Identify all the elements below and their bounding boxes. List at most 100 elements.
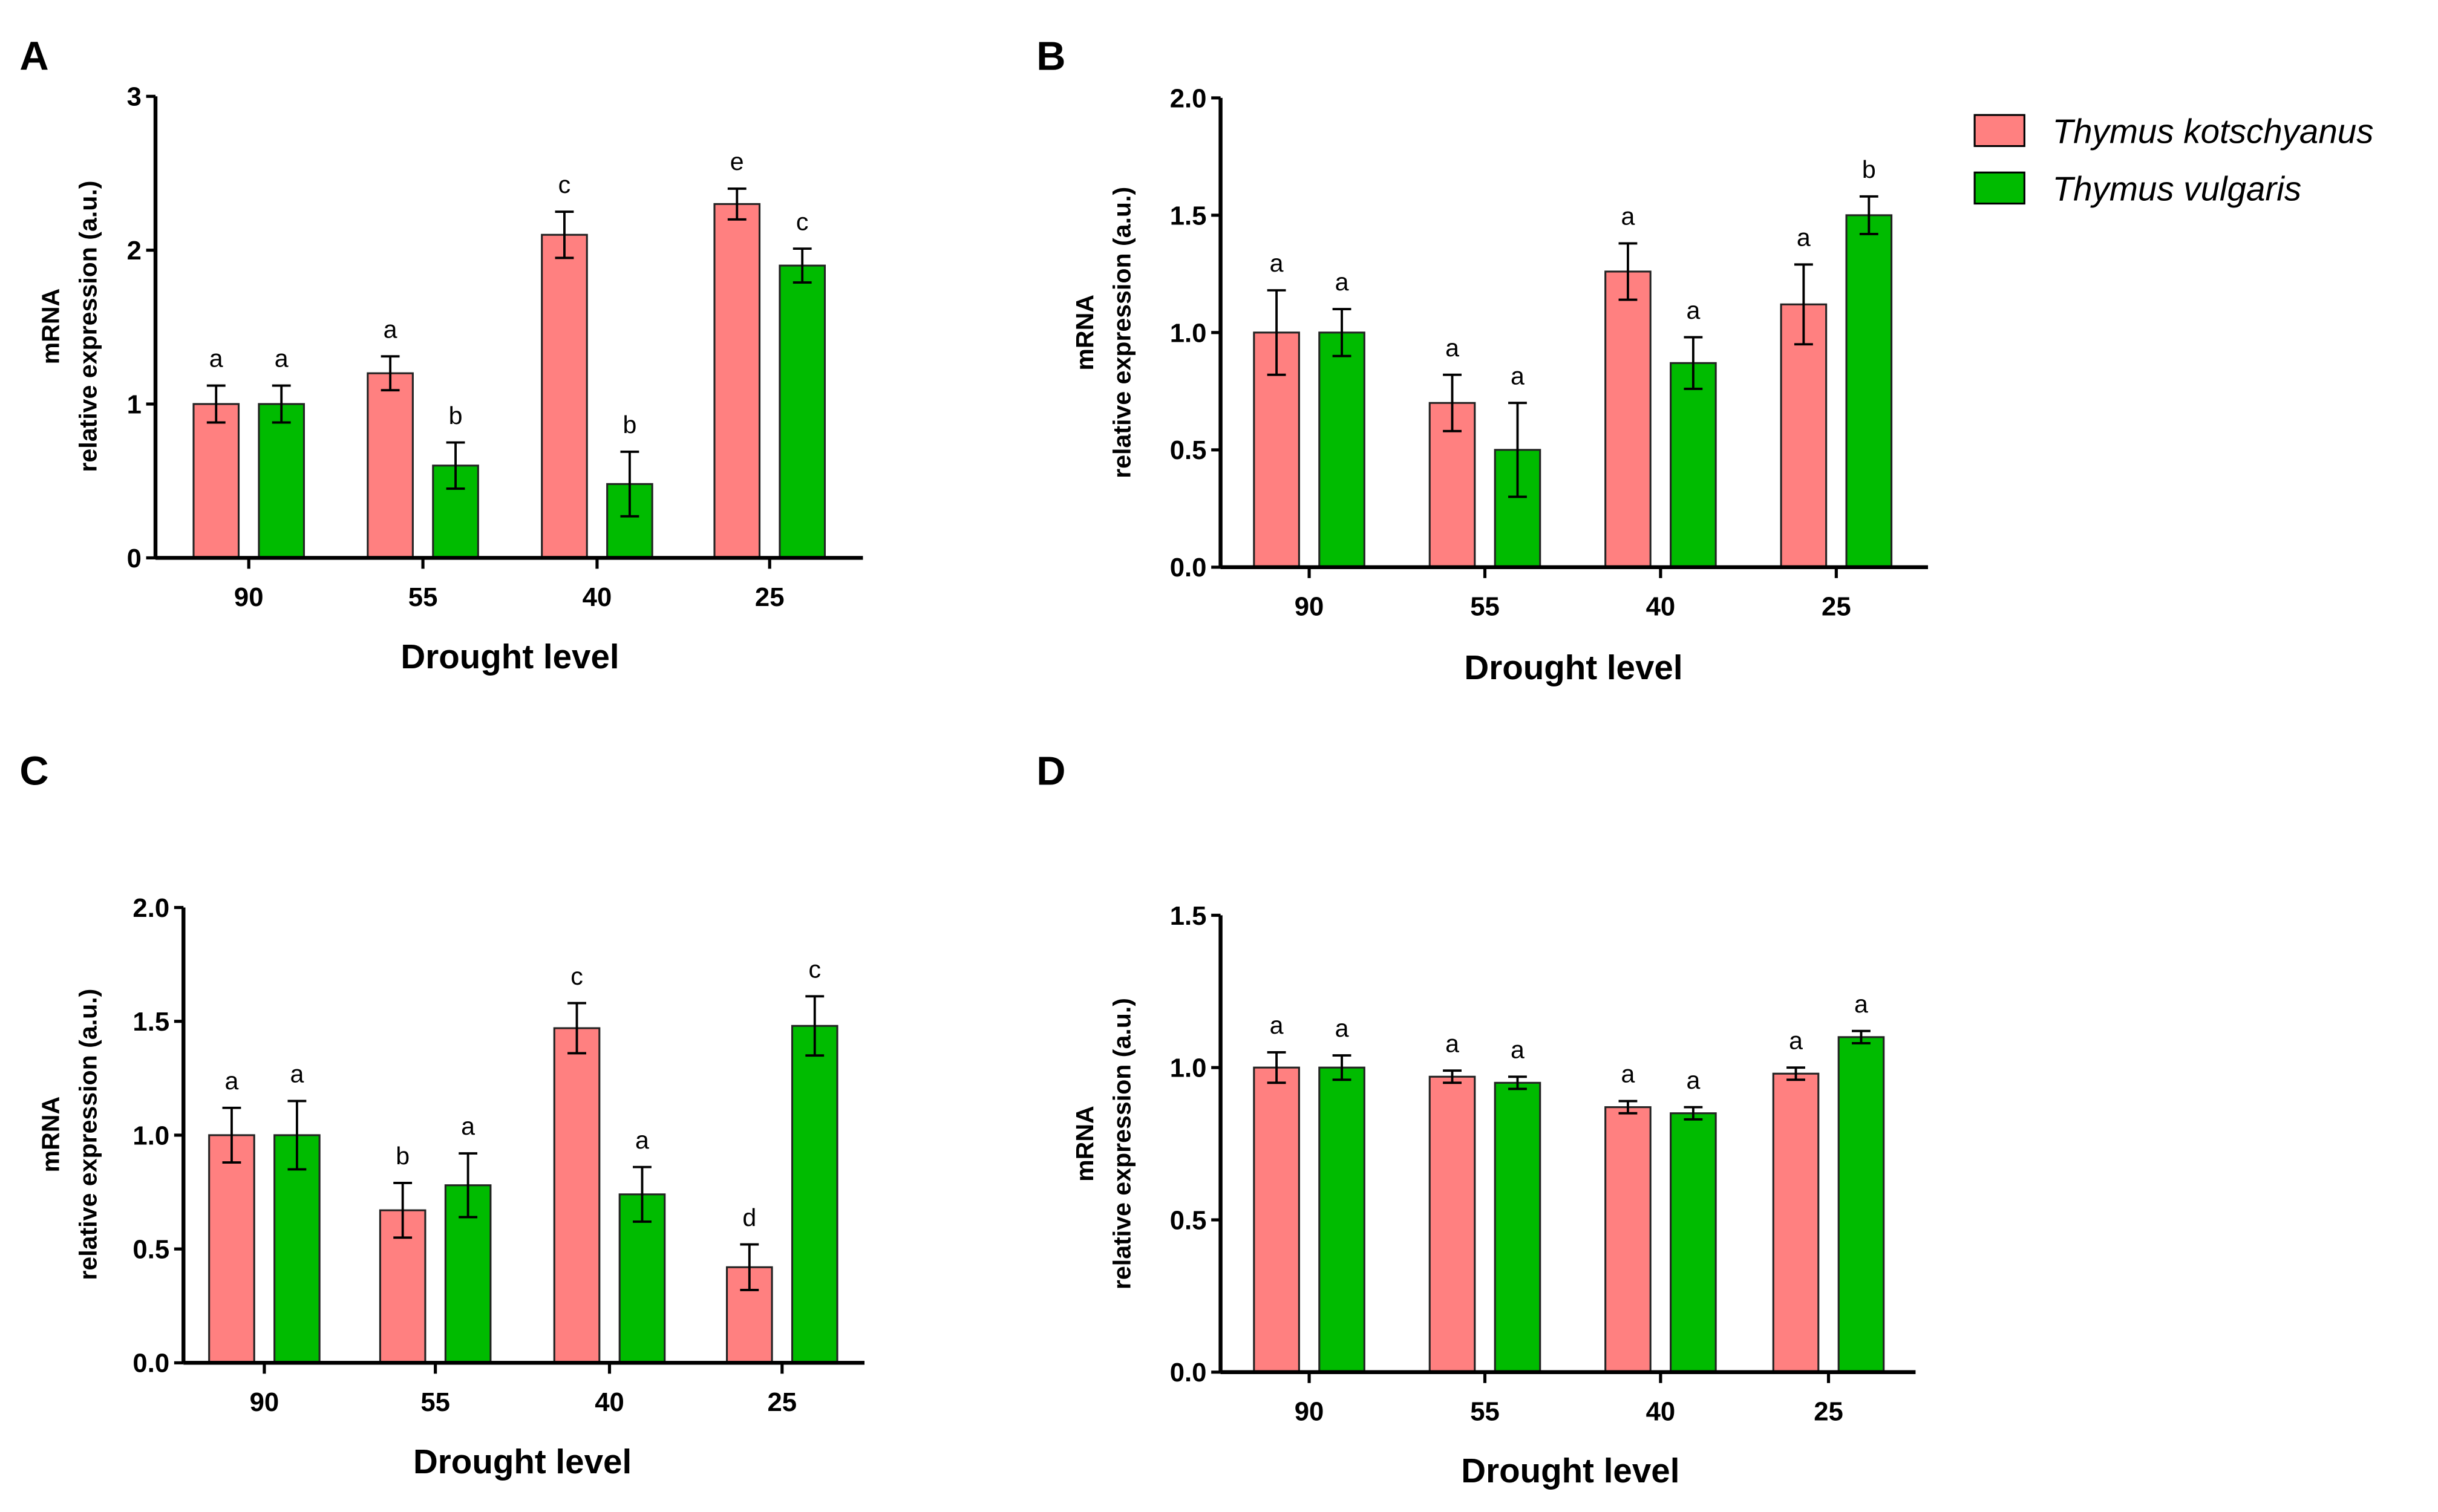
significance-letter: a: [1335, 268, 1349, 296]
y-axis-label: mRNA relative expression (a.u.): [37, 181, 102, 472]
error-bar: [1508, 402, 1527, 498]
significance-letter: c: [570, 962, 583, 990]
y-axis-label: mRNA relative expression (a.u.): [37, 989, 102, 1280]
y-tick-label: 1.5: [1170, 901, 1207, 931]
y-tick-label: 2: [127, 236, 142, 266]
bar-vulgaris: [1494, 1081, 1541, 1374]
significance-letter: a: [1686, 1066, 1700, 1094]
bar-kotschyanus: [1428, 1075, 1476, 1374]
x-tick-label: 25: [1814, 1396, 1843, 1426]
y-tick-label: 1.0: [1170, 318, 1207, 348]
error-bar: [805, 995, 825, 1057]
x-tick-label: 40: [595, 1387, 624, 1417]
error-bar: [633, 1165, 652, 1223]
bar-kotschyanus: [1772, 1072, 1820, 1374]
y-tick-label: 0.0: [1170, 553, 1207, 582]
legend-swatch-kotschyanus: [1973, 114, 2025, 148]
significance-letter: a: [1789, 1026, 1803, 1054]
bar-vulgaris: [1318, 1066, 1365, 1374]
bar-vulgaris: [791, 1025, 838, 1364]
y-axis-label-line: relative expression (a.u.): [74, 989, 102, 1280]
significance-letter: d: [742, 1204, 756, 1231]
legend-swatch-vulgaris: [1973, 171, 2025, 205]
bar-vulgaris: [1670, 362, 1717, 569]
significance-letter: b: [396, 1142, 410, 1170]
y-tick-label: 0.5: [1170, 1205, 1207, 1235]
error-bar: [1267, 1051, 1286, 1084]
panel-label: C: [19, 749, 48, 794]
y-axis-label-line: relative expression (a.u.): [1108, 187, 1136, 478]
significance-letter: b: [1862, 155, 1876, 183]
significance-letter: a: [1854, 990, 1868, 1018]
y-axis-label-line: mRNA: [1071, 295, 1099, 371]
error-bar: [287, 1100, 307, 1171]
error-bar: [1332, 1054, 1351, 1081]
legend-label-vulgaris: Thymus vulgaris: [2053, 169, 2301, 207]
y-tick-label: 1: [127, 389, 142, 419]
significance-letter: e: [730, 148, 744, 175]
bar-kotschyanus: [553, 1027, 601, 1364]
x-tick-label: 25: [767, 1387, 797, 1417]
x-tick-label: 55: [420, 1387, 450, 1417]
significance-letter: a: [1445, 334, 1459, 362]
error-bar: [1508, 1075, 1527, 1090]
error-bar: [1332, 308, 1351, 357]
bar-vulgaris: [1837, 1036, 1885, 1374]
error-bar: [1443, 1069, 1462, 1084]
y-tick-label: 2.0: [132, 893, 169, 923]
bar-kotschyanus: [192, 403, 240, 559]
x-tick-label: 40: [1646, 1396, 1676, 1426]
error-bar: [1267, 289, 1286, 376]
significance-letter: b: [623, 411, 636, 438]
bar-kotschyanus: [208, 1134, 255, 1364]
error-bar: [1443, 373, 1462, 432]
y-axis-label-line: mRNA: [37, 1097, 65, 1173]
error-bar: [446, 441, 465, 490]
legend: Thymus kotschyanus Thymus vulgaris: [1973, 112, 2374, 207]
panel-label: D: [1036, 749, 1065, 794]
significance-letter: a: [1270, 1011, 1284, 1039]
y-tick-label: 0: [127, 544, 142, 573]
error-bar: [555, 210, 574, 259]
significance-letter: a: [275, 345, 289, 373]
significance-letter: a: [1686, 296, 1700, 324]
x-tick-label: 55: [1470, 591, 1500, 621]
y-tick-label: 1.5: [132, 1007, 169, 1037]
error-bar: [459, 1152, 478, 1219]
y-tick-label: 1.0: [132, 1121, 169, 1150]
significance-letter: a: [1797, 224, 1811, 252]
y-tick-label: 0.0: [1170, 1358, 1207, 1387]
significance-letter: a: [1511, 362, 1525, 389]
significance-letter: a: [1270, 249, 1284, 277]
significance-letter: a: [635, 1126, 649, 1154]
y-axis-label-line: relative expression (a.u.): [1108, 998, 1136, 1289]
y-tick-label: 1.5: [1170, 201, 1207, 230]
y-tick-label: 3: [127, 82, 142, 112]
x-tick-label: 90: [250, 1387, 279, 1417]
error-bar: [567, 1002, 586, 1055]
bar-kotschyanus: [1604, 270, 1652, 569]
x-axis-label: Drought level: [1461, 1452, 1679, 1490]
bar-kotschyanus: [713, 203, 761, 559]
x-tick-label: 25: [1822, 591, 1851, 621]
bar-vulgaris: [1670, 1112, 1717, 1374]
error-bar: [620, 450, 639, 518]
x-tick-label: 40: [1646, 591, 1676, 621]
significance-letter: b: [449, 402, 463, 429]
significance-letter: a: [1511, 1035, 1525, 1063]
error-bar: [1852, 1029, 1871, 1044]
significance-letter: a: [290, 1060, 304, 1088]
significance-letter: a: [384, 315, 397, 343]
significance-letter: a: [1621, 1060, 1635, 1088]
y-tick-label: 0.0: [132, 1349, 169, 1378]
x-tick-label: 55: [408, 582, 438, 612]
x-tick-label: 40: [583, 582, 612, 612]
y-axis-label-line: mRNA: [37, 288, 65, 365]
bar-kotschyanus: [541, 233, 588, 559]
bar-kotschyanus: [367, 372, 414, 559]
bar-kotschyanus: [1604, 1106, 1652, 1374]
y-axis-label: mRNA relative expression (a.u.): [1071, 187, 1136, 478]
